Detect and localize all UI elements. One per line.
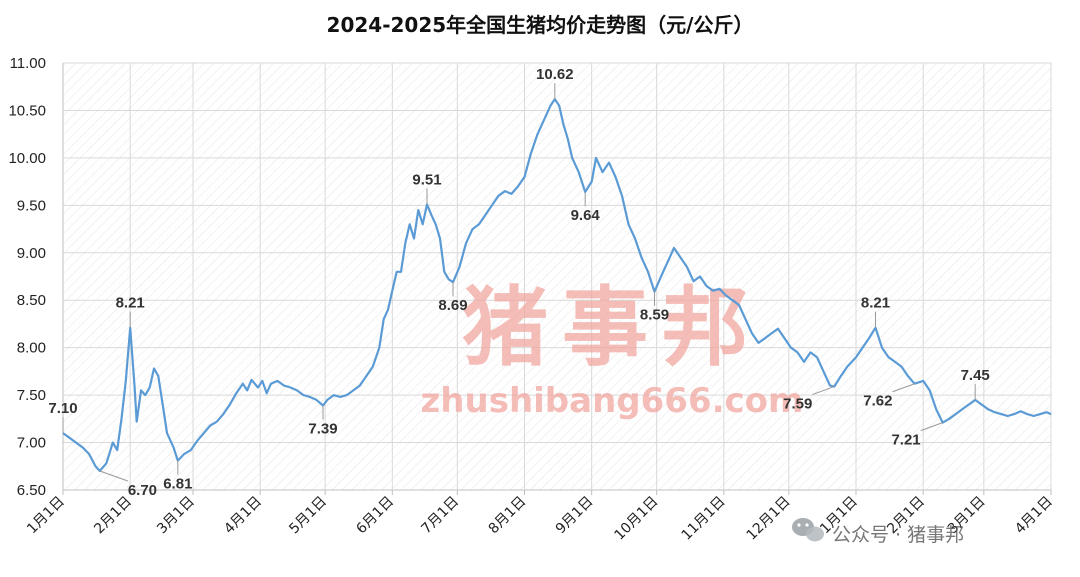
x-tick-label: 4月1日 bbox=[221, 494, 265, 538]
data-label: 7.39 bbox=[308, 421, 337, 438]
x-tick-label: 10月1日 bbox=[611, 494, 661, 544]
x-tick-label: 4月1日 bbox=[1012, 494, 1056, 538]
y-tick-label: 10.50 bbox=[8, 102, 46, 119]
y-tick-label: 11.00 bbox=[10, 55, 46, 72]
data-label: 7.62 bbox=[863, 393, 892, 410]
y-tick-label: 7.50 bbox=[17, 387, 46, 404]
watermark-brand: 猪事邦 bbox=[462, 278, 762, 378]
data-label: 8.21 bbox=[116, 295, 145, 312]
watermark: 猪事邦 zhushibang666.com bbox=[421, 278, 804, 421]
data-label: 6.81 bbox=[163, 476, 192, 493]
x-tick-label: 5月1日 bbox=[286, 494, 330, 538]
data-label: 9.51 bbox=[412, 171, 441, 188]
y-tick-label: 7.00 bbox=[17, 435, 46, 452]
x-tick-label: 11月1日 bbox=[679, 494, 729, 544]
x-tick-label: 3月1日 bbox=[154, 494, 198, 538]
leader-line bbox=[920, 422, 943, 432]
data-label: 7.45 bbox=[961, 367, 990, 384]
data-label: 10.62 bbox=[536, 66, 574, 83]
wechat-icon bbox=[792, 518, 824, 542]
plot-area bbox=[63, 63, 1051, 490]
x-tick-label: 8月1日 bbox=[486, 494, 530, 538]
data-label: 6.70 bbox=[128, 482, 157, 499]
x-tick-label: 2月1日 bbox=[91, 494, 135, 538]
y-tick-label: 9.00 bbox=[17, 245, 46, 262]
leader-line bbox=[892, 383, 915, 393]
y-tick-label: 10.00 bbox=[8, 150, 46, 167]
x-tick-label: 12月1日 bbox=[744, 494, 794, 544]
wechat-badge: 公众号 · 猪事邦 bbox=[792, 518, 964, 546]
data-label: 7.10 bbox=[48, 400, 77, 417]
x-tick-label: 7月1日 bbox=[418, 494, 462, 538]
y-tick-label: 8.50 bbox=[17, 292, 46, 309]
data-label: 7.59 bbox=[783, 396, 812, 413]
leader-line bbox=[99, 470, 129, 482]
data-label: 7.21 bbox=[891, 432, 920, 449]
wechat-label: 公众号 · 猪事邦 bbox=[832, 524, 964, 546]
x-tick-label: 9月1日 bbox=[553, 494, 597, 538]
y-tick-label: 8.00 bbox=[17, 340, 46, 357]
leader-line bbox=[812, 386, 835, 396]
price-series-line bbox=[62, 98, 1052, 473]
watermark-url: zhushibang666.com bbox=[421, 381, 804, 421]
series-layer bbox=[62, 98, 1052, 473]
data-label: 8.21 bbox=[861, 295, 890, 312]
x-tick-label: 1月1日 bbox=[24, 494, 68, 538]
y-tick-label: 9.50 bbox=[17, 197, 46, 214]
data-label: 8.59 bbox=[640, 307, 669, 324]
data-label: 8.69 bbox=[438, 297, 467, 314]
chart-title: 2024-2025年全国生猪均价走势图（元/公斤） bbox=[327, 13, 754, 37]
data-label: 9.64 bbox=[571, 207, 601, 224]
y-axis: 6.50 7.00 7.50 8.00 8.50 9.00 9.50 10.00 10.50 11… bbox=[8, 55, 64, 499]
x-tick-label: 6月1日 bbox=[353, 494, 397, 538]
data-labels: 7.10 6.70 8.21 6.81 7.39 9.51 8.69 10.62 9.64 8.5… bbox=[48, 66, 989, 499]
y-tick-label: 6.50 bbox=[17, 482, 46, 499]
